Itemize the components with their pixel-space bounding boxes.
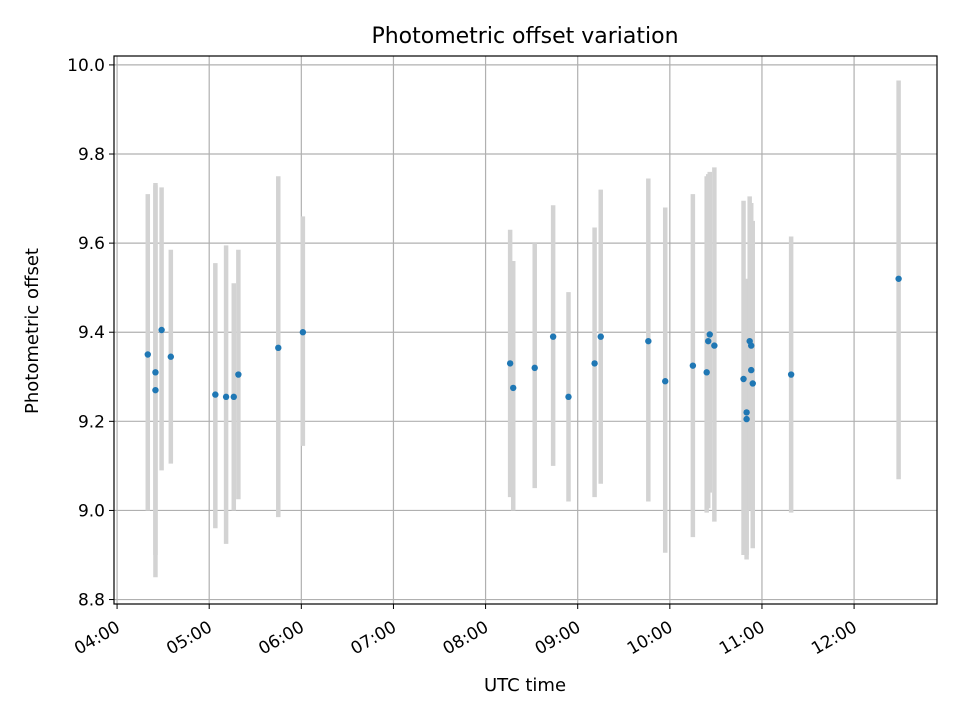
- y-tick-label: 8.8: [78, 591, 105, 611]
- data-point: [549, 333, 557, 340]
- data-point: [895, 275, 902, 282]
- data-point: [565, 393, 572, 401]
- data-point: [749, 380, 756, 387]
- data-point: [703, 369, 710, 376]
- chart-title: Photometric offset variation: [371, 24, 678, 49]
- y-axis-label: Photometric offset: [22, 248, 43, 414]
- y-tick-label: 9.2: [78, 412, 105, 432]
- data-point: [591, 360, 598, 367]
- x-axis-label: UTC time: [484, 675, 566, 696]
- data-point: [158, 326, 165, 334]
- data-point: [705, 337, 712, 345]
- data-point: [748, 366, 755, 374]
- data-point: [152, 386, 159, 394]
- data-point: [748, 342, 755, 349]
- data-point: [743, 409, 750, 416]
- data-point: [662, 378, 669, 385]
- data-point: [212, 391, 219, 398]
- y-tick-label: 10.0: [67, 56, 105, 76]
- data-point: [275, 344, 282, 352]
- y-tick-label: 9.4: [78, 323, 105, 343]
- data-point: [740, 375, 747, 383]
- data-point: [144, 351, 151, 358]
- data-point: [711, 342, 718, 349]
- data-point: [706, 331, 713, 338]
- plot-frame: [113, 55, 938, 605]
- data-point: [689, 362, 697, 369]
- data-point: [645, 337, 652, 345]
- data-point: [222, 393, 230, 401]
- data-point: [235, 371, 242, 378]
- data-point: [597, 333, 604, 340]
- data-point: [531, 364, 538, 372]
- data-points: [144, 275, 902, 423]
- data-point: [743, 415, 750, 423]
- data-point: [506, 360, 514, 367]
- y-tick-label: 9.6: [78, 234, 105, 254]
- data-point: [510, 384, 517, 392]
- data-point: [787, 371, 795, 378]
- data-point: [152, 369, 159, 376]
- data-point: [167, 353, 175, 360]
- data-point: [230, 393, 237, 401]
- y-tick-label: 9.8: [78, 145, 105, 165]
- data-point: [299, 329, 307, 336]
- grid: [114, 56, 937, 604]
- y-tick-label: 9.0: [78, 501, 105, 521]
